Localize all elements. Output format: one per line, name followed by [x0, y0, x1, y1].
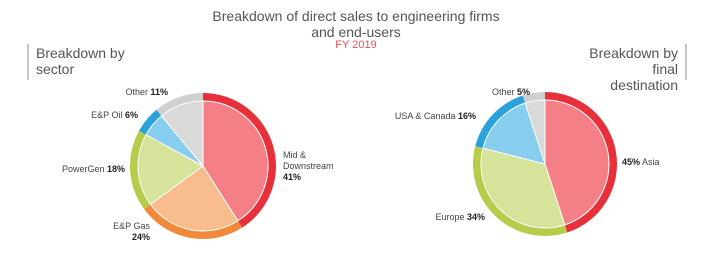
- category-label: PowerGen: [61, 164, 105, 174]
- slice-label: Mid & Downstream 41%: [283, 150, 345, 183]
- value-label: 5%: [516, 87, 530, 97]
- slice-fill: [482, 102, 546, 165]
- category-label: Mid & Downstream: [283, 150, 334, 171]
- value-label: 45%: [622, 157, 641, 167]
- page-title: Breakdown of direct sales to engineering…: [212, 8, 500, 40]
- slice-fill: [160, 100, 204, 168]
- category-label: Other: [491, 87, 515, 97]
- value-label: 6%: [124, 110, 138, 120]
- category-label: E&P Oil: [91, 110, 123, 120]
- value-label: 11%: [150, 87, 168, 97]
- value-label: 34%: [466, 212, 485, 222]
- category-label: Europe: [435, 212, 465, 222]
- category-label: Other: [125, 87, 148, 97]
- category-label: Asia: [642, 157, 660, 167]
- slice-fill: [480, 147, 566, 229]
- slice-label: 45% Asia: [622, 157, 702, 168]
- slice-fill: [524, 99, 546, 165]
- slice-fill: [137, 134, 204, 205]
- value-label: 16%: [457, 111, 476, 121]
- slice-label: E&P Gas 24%: [60, 221, 150, 243]
- slice-label: USA & Canada 16%: [386, 111, 476, 122]
- slice-label: PowerGen 18%: [35, 164, 125, 175]
- slice-label: Other 5%: [440, 87, 530, 98]
- slice-fill: [544, 99, 610, 226]
- page-subtitle: FY 2019: [335, 39, 377, 51]
- chart-title: Breakdown by sector: [36, 45, 125, 77]
- slice-label: E&P Oil 6%: [48, 110, 138, 121]
- chart-title: Breakdown by final destination: [589, 45, 678, 93]
- category-label: USA & Canada: [394, 111, 456, 121]
- value-label: 24%: [131, 232, 150, 242]
- slice-label: Other 11%: [78, 87, 168, 98]
- value-label: 18%: [106, 164, 125, 174]
- value-label: 41%: [283, 172, 302, 182]
- slice-fill: [149, 165, 239, 232]
- category-label: E&P Gas: [113, 221, 150, 231]
- slice-label: Europe 34%: [395, 212, 485, 223]
